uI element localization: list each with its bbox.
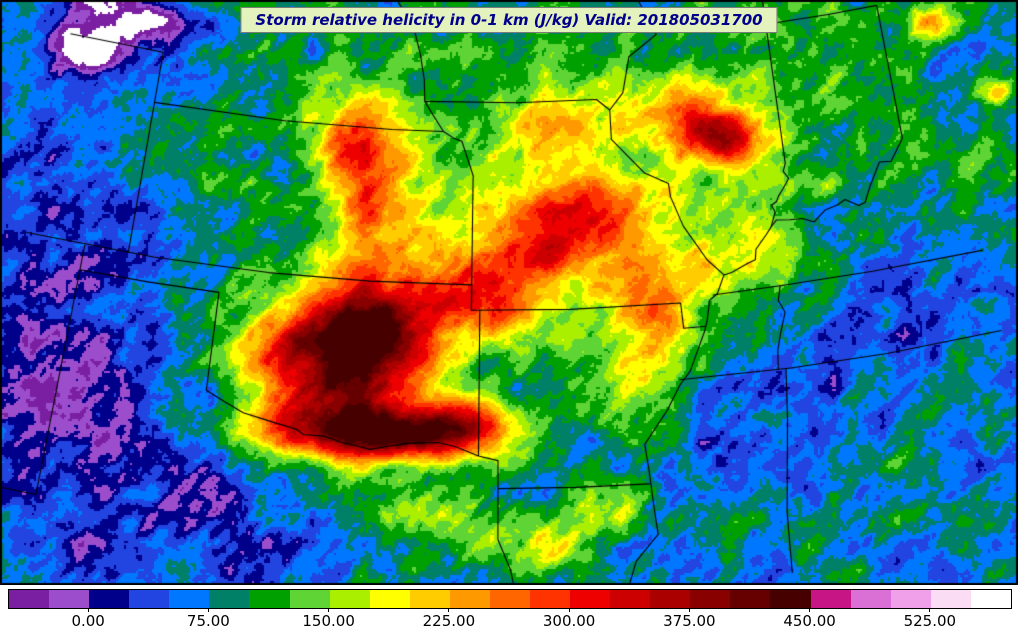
colorbar-tick [328, 608, 330, 612]
colorbar-segment [850, 590, 891, 608]
colorbar-tick [929, 608, 931, 612]
colorbar-segment [169, 590, 210, 608]
colorbar-segment [970, 590, 1011, 608]
colorbar-segment [930, 590, 971, 608]
colorbar-segment [9, 590, 50, 608]
colorbar-tick-label: 525.00 [903, 612, 957, 630]
colorbar-tick [87, 608, 89, 612]
colorbar-segment [770, 590, 811, 608]
colorbar-tick [568, 608, 570, 612]
colorbar-segment [730, 590, 771, 608]
colorbar-area: 0.00 75.00 150.00 225.00 300.00 375.00 450.00 5… [0, 585, 1018, 633]
colorbar-segment [49, 590, 90, 608]
colorbar-segment [449, 590, 490, 608]
colorbar-segment [610, 590, 651, 608]
colorbar-segment [890, 590, 931, 608]
colorbar-segment [650, 590, 691, 608]
colorbar-tick [448, 608, 450, 612]
colorbar-tick-label: 300.00 [542, 612, 596, 630]
colorbar-segment [209, 590, 250, 608]
colorbar-tick-label: 225.00 [422, 612, 476, 630]
colorbar-tick-label: 0.00 [71, 612, 105, 630]
helicity-heatmap [0, 0, 1018, 585]
colorbar-segment [530, 590, 571, 608]
colorbar-tick-label: 150.00 [302, 612, 355, 630]
colorbar-segment [89, 590, 130, 608]
colorbar-tick [207, 608, 209, 612]
colorbar-segment [289, 590, 330, 608]
colorbar-tick [688, 608, 690, 612]
colorbar [8, 589, 1012, 609]
colorbar-segment [329, 590, 370, 608]
colorbar-segment [489, 590, 531, 608]
colorbar-tick-label: 75.00 [186, 612, 230, 630]
colorbar-segment [249, 590, 290, 608]
colorbar-segment [409, 590, 450, 608]
colorbar-tick [809, 608, 811, 612]
colorbar-tick-label: 375.00 [663, 612, 716, 630]
colorbar-segment [810, 590, 851, 608]
colorbar-segment [129, 590, 170, 608]
colorbar-segment [570, 590, 611, 608]
colorbar-segment [690, 590, 731, 608]
map-title: Storm relative helicity in 0-1 km (J/kg)… [240, 7, 778, 33]
colorbar-tick-label: 450.00 [783, 612, 836, 630]
colorbar-segment [369, 590, 410, 608]
